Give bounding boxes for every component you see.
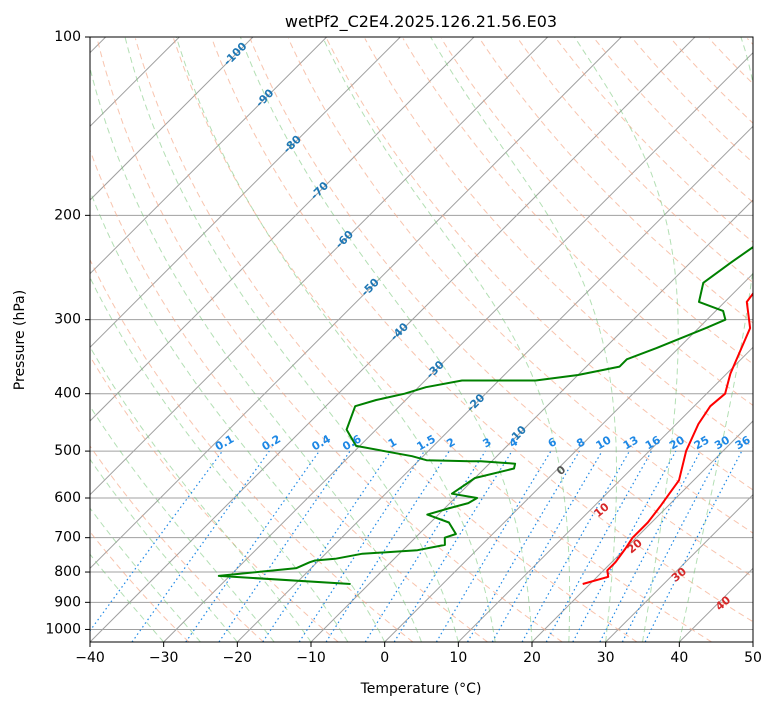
moist-adiabat-line — [90, 345, 312, 642]
moist-adiabat-line — [430, 37, 617, 642]
dry-adiabat-line — [440, 38, 753, 365]
mixing-ratio-line — [466, 450, 580, 642]
mixing-ratio-line — [364, 450, 486, 642]
mixing-ratio-line — [393, 450, 513, 642]
x-tick-label: −40 — [75, 650, 105, 666]
y-tick-label: 800 — [54, 564, 81, 580]
y-tick-label: 400 — [54, 386, 81, 402]
isotherm-line — [531, 420, 753, 642]
x-axis: −40 −30 −20 −10 0 10 20 30 40 50 — [75, 642, 762, 666]
isotherm-line — [90, 37, 328, 275]
dry-adiabat-line — [594, 38, 753, 203]
y-axis-label: Pressure (hPa) — [12, 290, 28, 390]
background-lines — [90, 37, 753, 642]
dry-adiabat-line — [402, 38, 753, 407]
dry-adiabat-line — [90, 445, 264, 642]
mixing-ratio-line — [435, 450, 552, 642]
dry-adiabat-line — [479, 38, 753, 324]
dry-adiabat-line — [364, 38, 753, 448]
isotherm-line — [90, 37, 254, 201]
x-tick-label: −20 — [223, 650, 253, 666]
dry-adiabat-line — [632, 38, 753, 164]
isotherm-line — [384, 272, 753, 642]
isotherm-line — [90, 37, 622, 570]
moist-adiabat-line — [90, 189, 386, 642]
dry-adiabat-line — [555, 38, 753, 243]
moist-adiabat-line — [90, 507, 201, 642]
mixing-ratio-line — [262, 450, 392, 642]
profile-series — [217, 245, 753, 585]
y-tick-label: 700 — [54, 530, 81, 546]
dry-adiabat-line — [96, 38, 563, 642]
chart-title: wetPf2_C2E4.2025.126.21.56.E03 — [285, 12, 557, 32]
mixing-ratio-line — [325, 450, 450, 642]
mixing-ratio-line — [572, 450, 677, 642]
moist-adiabat-line — [90, 276, 349, 642]
x-tick-label: −30 — [149, 650, 179, 666]
mixing-ratio-line — [185, 450, 320, 642]
dewpoint-profile-line — [217, 245, 753, 585]
moist-adiabat-line — [90, 405, 275, 642]
moist-adiabat-line — [124, 37, 459, 642]
y-tick-label: 100 — [54, 29, 81, 45]
y-tick-label: 600 — [54, 490, 81, 506]
moist-adiabat-line — [175, 37, 496, 642]
dry-adiabat-line — [326, 38, 753, 491]
x-tick-label: 40 — [670, 650, 688, 666]
y-tick-label: 200 — [54, 207, 81, 223]
moist-adiabat-line — [239, 37, 533, 642]
mixing-ratio-line — [218, 450, 351, 642]
isotherm-line — [90, 37, 549, 496]
y-tick-label: 300 — [54, 312, 81, 328]
y-tick-label: 1000 — [45, 621, 81, 637]
dry-adiabat-line — [249, 38, 753, 578]
isotherm-line — [457, 346, 753, 642]
dry-adiabat-line — [211, 38, 753, 623]
x-tick-label: 10 — [449, 650, 467, 666]
mixing-ratio-line — [599, 450, 702, 642]
y-axis: 100 200 300 400 500 600 700 800 900 1000 — [45, 29, 90, 637]
isotherm-line — [163, 51, 753, 642]
y-tick-label: 900 — [54, 594, 81, 610]
plot-frame — [89, 36, 754, 643]
isotherm-line — [90, 37, 475, 422]
x-axis-label: Temperature (°C) — [360, 681, 482, 697]
moist-adiabat-line — [90, 65, 422, 642]
isotherm-line — [310, 199, 753, 642]
temperature-profile-line — [582, 291, 753, 585]
isotherm-line — [236, 125, 753, 642]
dry-adiabat-line — [134, 38, 638, 642]
dry-adiabat-line — [90, 530, 190, 642]
x-tick-label: 0 — [380, 650, 389, 666]
x-tick-label: −10 — [296, 650, 326, 666]
moist-adiabat-line — [678, 37, 753, 642]
mixing-ratio-line — [298, 450, 425, 642]
isotherm-line — [605, 493, 753, 642]
x-tick-label: 30 — [597, 650, 615, 666]
moist-adiabat-line — [90, 553, 165, 642]
dry-adiabat-line — [90, 258, 414, 642]
y-tick-label: 500 — [54, 443, 81, 459]
dry-adiabat-line — [173, 38, 712, 642]
x-tick-label: 20 — [523, 650, 541, 666]
dry-adiabat-line — [287, 38, 753, 534]
moist-adiabat-line — [90, 458, 238, 642]
moist-adiabat-line — [574, 37, 679, 642]
moist-adiabat-line — [322, 37, 571, 642]
x-tick-label: 50 — [744, 650, 762, 666]
